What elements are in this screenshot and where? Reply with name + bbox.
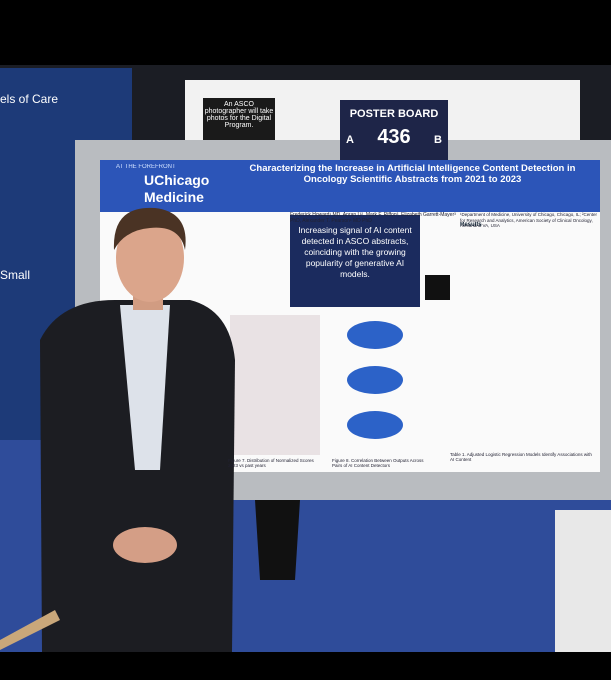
logo-tagline: AT THE FOREFRONT: [116, 164, 176, 170]
passerby-legs: [255, 500, 300, 580]
face: [116, 214, 184, 302]
figure-caption: Figure 8. Correlation Between Outputs Ac…: [332, 458, 424, 468]
heatmap: [347, 366, 403, 394]
poster-header: [100, 160, 600, 212]
heatmap: [347, 321, 403, 349]
results-heading: Results: [460, 222, 482, 228]
key-finding: Increasing signal of AI content detected…: [298, 225, 412, 279]
sign-side: B: [434, 134, 442, 146]
banner-text: els of Care: [0, 92, 59, 106]
table-caption: Table 1. Adjusted Logistic Regression Mo…: [450, 452, 592, 462]
logo-name: UChicago: [144, 172, 210, 188]
sign-number: 436: [377, 126, 411, 148]
sign-side: A: [346, 134, 354, 146]
histograms: [230, 315, 320, 455]
hands: [113, 527, 177, 563]
logo-name: Medicine: [144, 189, 204, 205]
figure-caption: Figure 7. Distribution of Normalized Sco…: [228, 458, 314, 468]
authors: Frederick Howard¹ MD, Anran Li², Mark F.…: [290, 212, 456, 224]
chair: [555, 510, 611, 652]
heatmap: [347, 411, 403, 439]
key-finding-box: [290, 215, 420, 307]
hair: [113, 207, 186, 250]
shirt: [120, 305, 170, 470]
poster-title: Characterizing the Increase in Artificia…: [249, 163, 576, 185]
rail: [0, 610, 60, 650]
suit: [40, 300, 235, 652]
affiliations: ¹Department of Medicine, University of C…: [460, 212, 598, 228]
banner-text: Small: [0, 268, 31, 282]
poster-board-sign: POSTER BOARD A 436 B: [340, 100, 448, 160]
sign-label: POSTER BOARD: [349, 108, 439, 120]
qr-code: [425, 275, 450, 300]
photographer-notice: An ASCO photographer will take photos fo…: [203, 98, 275, 140]
